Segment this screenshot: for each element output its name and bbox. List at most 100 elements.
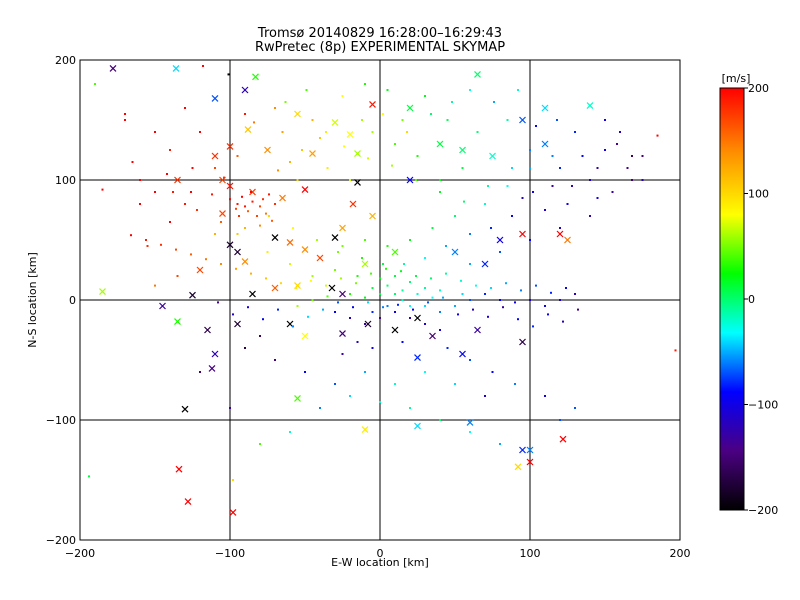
data-point-dot xyxy=(641,155,644,157)
data-point-dot xyxy=(439,311,441,313)
data-point-dot xyxy=(431,227,434,229)
data-point-dot xyxy=(169,149,171,151)
data-point-dot xyxy=(334,269,336,271)
data-point-dot xyxy=(307,315,309,318)
data-point-dot xyxy=(475,284,477,287)
data-point-cross xyxy=(241,258,249,266)
data-point-dot xyxy=(430,277,432,280)
data-point-dot xyxy=(326,167,329,169)
data-point-dot xyxy=(284,101,287,103)
data-point-cross xyxy=(175,465,183,473)
data-point-dot xyxy=(280,282,282,285)
data-point-dot xyxy=(409,305,411,307)
data-point-cross xyxy=(436,140,444,148)
data-point-dot xyxy=(343,145,345,148)
data-point-dot xyxy=(394,383,396,385)
data-point-cross xyxy=(474,70,481,78)
data-point-dot xyxy=(146,245,149,247)
data-point-dot xyxy=(596,197,599,199)
data-point-dot xyxy=(341,353,344,355)
y-tick-label: −100 xyxy=(46,414,76,427)
data-point-dot xyxy=(556,119,558,121)
data-point-cross xyxy=(519,230,526,238)
data-point-dot xyxy=(349,179,351,181)
data-point-dot xyxy=(446,119,449,121)
data-point-dot xyxy=(379,277,381,280)
data-point-dot xyxy=(401,299,404,301)
data-point-cross xyxy=(361,426,369,434)
data-point-dot xyxy=(382,263,384,265)
data-point-cross xyxy=(301,332,309,340)
data-point-dot xyxy=(367,157,369,160)
data-point-dot xyxy=(521,197,524,199)
data-point-dot xyxy=(424,257,426,259)
data-point-dot xyxy=(361,257,363,259)
grid-lines xyxy=(80,60,680,540)
data-point-dot xyxy=(199,131,201,133)
colorbar-tick-label: 100 xyxy=(748,188,769,201)
data-point-dot xyxy=(341,245,344,247)
data-point-cross xyxy=(294,394,301,402)
data-point-dot xyxy=(247,210,249,213)
data-point-dot xyxy=(131,161,134,163)
data-point-dot xyxy=(205,258,207,261)
data-point-dot xyxy=(271,219,273,222)
data-point-dot xyxy=(401,289,404,292)
data-point-dot xyxy=(334,383,336,385)
data-point-dot xyxy=(490,227,492,229)
x-axis-ticks: −200 −100 0 100 200 xyxy=(65,60,691,560)
data-point-cross xyxy=(391,248,399,256)
data-point-dot xyxy=(349,293,351,295)
data-point-dot xyxy=(265,277,267,280)
data-point-dot xyxy=(409,317,411,319)
data-point-cross xyxy=(369,100,376,108)
data-point-dot xyxy=(581,155,584,157)
data-point-dot xyxy=(184,203,186,205)
data-point-dot xyxy=(416,293,419,295)
data-point-dot xyxy=(551,155,554,157)
colorbar-tick-label: 0 xyxy=(748,293,755,306)
data-point-dot xyxy=(574,407,576,409)
data-point-dot xyxy=(244,347,246,349)
data-point-dot xyxy=(394,275,396,277)
data-point-dot xyxy=(305,89,308,91)
data-point-dot xyxy=(409,239,411,241)
data-point-dot xyxy=(241,195,243,198)
data-point-dot xyxy=(454,215,456,217)
data-point-dot xyxy=(349,395,351,397)
data-point-dot xyxy=(295,287,297,289)
data-point-cross xyxy=(564,236,571,244)
data-point-cross xyxy=(226,142,234,150)
data-point-dot xyxy=(268,215,270,217)
data-point-dot xyxy=(229,407,231,409)
data-point-dot xyxy=(445,272,447,275)
data-point-dot xyxy=(355,282,357,285)
data-point-cross xyxy=(429,332,436,340)
data-point-dot xyxy=(454,305,456,307)
data-point-cross xyxy=(226,182,234,190)
data-point-dot xyxy=(559,227,561,229)
data-point-dot xyxy=(124,113,126,115)
data-point-cross xyxy=(459,350,466,358)
data-point-dot xyxy=(394,293,396,295)
data-point-dot xyxy=(356,341,359,343)
data-point-dot xyxy=(424,95,426,97)
data-point-dot xyxy=(476,131,479,133)
data-point-dot xyxy=(415,179,417,181)
data-point-dot xyxy=(544,209,546,211)
data-point-cross xyxy=(204,326,211,334)
data-point-dot xyxy=(364,83,366,85)
data-point-dot xyxy=(439,329,441,331)
data-point-dot xyxy=(223,176,225,179)
data-point-cross xyxy=(264,146,271,154)
data-point-cross xyxy=(184,498,192,506)
data-point-dot xyxy=(253,121,255,124)
data-point-cross xyxy=(391,326,399,334)
data-point-dot xyxy=(409,281,411,283)
data-point-dot xyxy=(502,306,504,309)
data-point-dot xyxy=(499,251,501,253)
data-point-dot xyxy=(559,299,561,301)
data-point-dot xyxy=(371,311,374,313)
data-point-dot xyxy=(262,198,264,201)
